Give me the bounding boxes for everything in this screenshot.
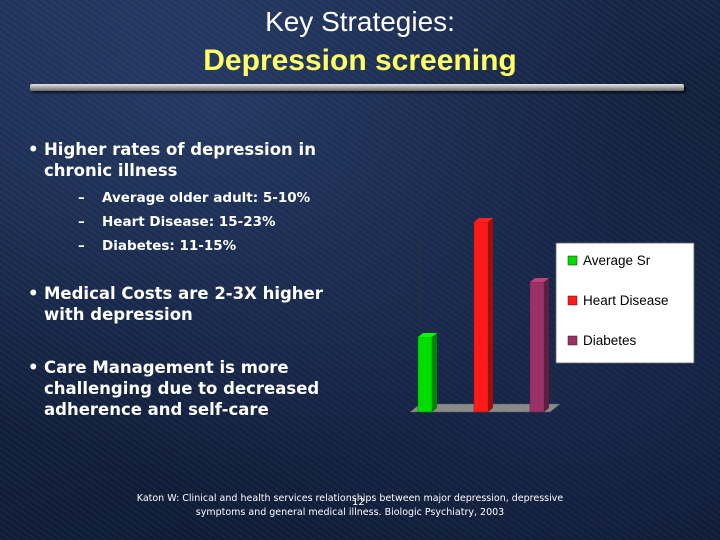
chart-bar-front [417,336,433,413]
bullet-dot: • [28,284,39,303]
chart-bar-side [488,218,493,412]
chart-bar [529,278,549,413]
bullet-dot: • [28,358,39,377]
chart-legend-swatch [567,295,578,306]
sub-bullet-item: – Heart Disease: 15-23% [78,210,310,234]
chart-legend-box [555,242,695,364]
chart-bar-front [529,281,545,413]
chart-legend-entry: Average Sr [567,253,651,268]
chart-legend-entry: Heart Disease [567,293,669,308]
chart-bar-side [432,333,437,412]
chart-bars [417,218,549,413]
chart-legend-entry: Diabetes [567,333,637,348]
bullet-item: • Care Management is more challenging du… [28,357,364,420]
bullet-text: Care Management is more challenging due … [44,358,320,419]
sub-bullet-text: Average older adult: 5-10% [102,190,311,206]
chart-bar-top [418,333,437,337]
citation-line1: Katon W: Clinical and health services re… [136,493,564,504]
citation: Katon W: Clinical and health services re… [120,492,580,520]
title-divider [30,84,684,91]
chart-legend-swatch [567,335,578,346]
slide-number: 12 [352,497,365,508]
chart-bar-side [544,278,549,412]
chart-bar-front [473,221,489,413]
sub-bullet-dash: – [78,238,85,254]
chart-legend-label: Average Sr [583,253,651,268]
sub-bullet-list: – Average older adult: 5-10% – Heart Dis… [78,186,310,258]
chart-legend-swatch [567,255,578,266]
bullet-dot: • [28,140,39,159]
sub-bullet-item: – Average older adult: 5-10% [78,186,310,210]
slide-title-line2: Depression screening [203,44,517,77]
citation-line2: symptoms and general medical illness. Bi… [195,507,505,518]
sub-bullet-text: Heart Disease: 15-23% [102,214,276,230]
bullet-text: Higher rates of depression in chronic il… [44,140,316,180]
chart-bar [417,333,437,413]
depression-rates-chart: Average Sr Heart Disease Diabetes [409,218,695,413]
chart-bar-top [530,278,549,282]
chart-legend-label: Heart Disease [583,293,669,308]
bullet-item: • Higher rates of depression in chronic … [28,139,364,181]
sub-bullet-item: – Diabetes: 11-15% [78,234,310,258]
sub-bullet-text: Diabetes: 11-15% [102,238,237,254]
chart-bar [473,218,493,413]
chart-legend-label: Diabetes [583,333,637,348]
bullet-text: Medical Costs are 2-3X higher with depre… [44,284,323,324]
chart-bar-top [474,218,493,222]
sub-bullet-dash: – [78,190,85,206]
bullet-item: • Medical Costs are 2-3X higher with dep… [28,283,364,325]
sub-bullet-dash: – [78,214,85,230]
slide-title-line1: Key Strategies: [265,6,455,37]
chart-legend: Average Sr Heart Disease Diabetes [555,242,695,364]
